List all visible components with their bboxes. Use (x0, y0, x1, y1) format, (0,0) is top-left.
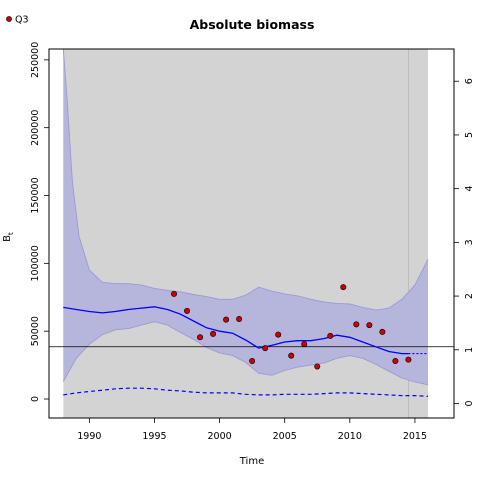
y2-tick-label: 0 (464, 400, 475, 406)
estimate-line (63, 306, 409, 355)
data-point (223, 316, 230, 323)
x-axis-label: Time (239, 456, 264, 467)
y-axis-label-main: B (2, 235, 13, 242)
plot-frame (48, 48, 455, 419)
lower-dashed-line (63, 387, 429, 397)
data-point (288, 352, 295, 359)
y2-tick-label: 5 (464, 132, 475, 138)
data-point (392, 358, 399, 365)
data-point (301, 341, 308, 348)
data-point (353, 321, 360, 328)
confidence-band (63, 49, 429, 385)
y-tick-label: 100000 (30, 245, 41, 281)
y2-tick-label: 4 (464, 186, 475, 192)
data-point (210, 330, 217, 337)
data-point (184, 307, 191, 314)
data-point (262, 345, 269, 352)
y-tick-label: 50000 (30, 316, 41, 346)
y-axis-label: Bt (2, 232, 15, 242)
data-point (405, 356, 412, 363)
legend: Q3 (6, 15, 29, 26)
confidence-band-layer (62, 48, 429, 386)
data-point (314, 363, 321, 370)
chart-title: Absolute biomass (190, 17, 315, 32)
y2-tick-label: 3 (464, 239, 475, 245)
x-tick-label: 2005 (273, 431, 297, 442)
data-point (236, 315, 243, 322)
x-tick-label: 2015 (403, 431, 427, 442)
data-point (366, 322, 373, 329)
series-line-layer (49, 306, 454, 397)
ci-lower-line (62, 321, 429, 386)
y2-tick-label: 2 (464, 293, 475, 299)
axes-layer: 1990 1995 2000 2005 2010 20150500001000001500… (30, 42, 475, 442)
data-point (249, 358, 256, 365)
data-point (379, 328, 386, 335)
data-point (275, 331, 282, 338)
data-point (171, 290, 178, 297)
data-point (340, 284, 347, 291)
y2-tick-label: 6 (464, 78, 475, 84)
y-tick-label: 250000 (30, 42, 41, 78)
observation-points-layer (171, 284, 412, 370)
legend-marker (6, 16, 12, 22)
y-axis-label-subscript: t (7, 232, 15, 235)
data-point (197, 334, 204, 341)
x-tick-label: 2000 (208, 431, 232, 442)
data-point (327, 332, 334, 339)
ci-upper-line (62, 48, 429, 311)
x-tick-label: 1995 (142, 431, 166, 442)
legend-label: Q3 (15, 15, 29, 26)
y-tick-label: 200000 (30, 110, 41, 146)
x-tick-label: 1990 (77, 431, 101, 442)
y-tick-label: 0 (30, 396, 41, 402)
y-tick-label: 150000 (30, 177, 41, 213)
y2-tick-label: 1 (464, 347, 475, 353)
x-tick-label: 2010 (338, 431, 362, 442)
